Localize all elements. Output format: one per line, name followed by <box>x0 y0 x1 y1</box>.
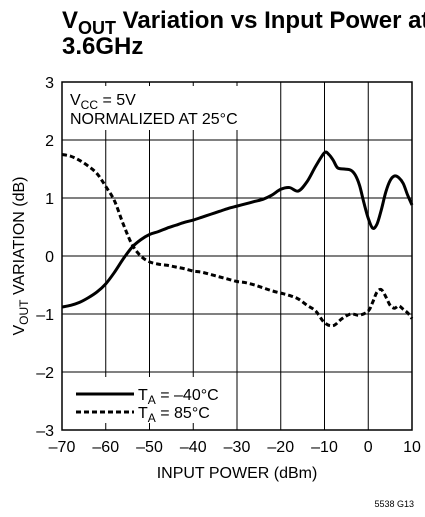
series-layer <box>61 150 414 328</box>
conditions-bg <box>66 86 262 130</box>
chart-title-sub: OUT <box>78 18 116 38</box>
y-axis-label: VOUT VARIATION (dB) <box>11 177 31 336</box>
conditions-normalized: NORMALIZED AT 25°C <box>70 111 238 128</box>
chart-title-rest: Variation vs Input Power at <box>116 7 425 34</box>
y-tick-label: 0 <box>45 249 54 266</box>
x-tick-label: –70 <box>49 439 76 456</box>
y-tick-labels: 3 2 1 0 –1 –2 –3 <box>36 75 54 440</box>
x-tick-label: 0 <box>364 439 373 456</box>
series-line-85c <box>61 153 414 328</box>
x-tick-label: –10 <box>311 439 338 456</box>
figure-id: 5538 G13 <box>374 499 414 509</box>
y-tick-label: –3 <box>36 423 54 440</box>
y-tick-label: –2 <box>36 365 54 382</box>
x-tick-label: –50 <box>136 439 163 456</box>
x-tick-label: –60 <box>92 439 119 456</box>
grid <box>62 82 412 430</box>
y-tick-label: 3 <box>45 75 54 92</box>
y-tick-label: 2 <box>45 133 54 150</box>
legend-label-85: TA = 85°C <box>138 405 210 425</box>
conditions-vcc: VCC = 5V <box>70 92 136 112</box>
y-tick-label: –1 <box>36 307 54 324</box>
x-tick-label: 10 <box>403 439 421 456</box>
legend-bg <box>68 377 228 423</box>
x-tick-label: –30 <box>224 439 251 456</box>
legend: TA = –40°C TA = 85°C <box>68 377 228 425</box>
legend-label-minus40: TA = –40°C <box>138 387 219 407</box>
plot-frame <box>61 81 413 431</box>
chart-title-line2: 3.6GHz <box>62 33 143 60</box>
x-axis-label: INPUT POWER (dBm) <box>157 465 318 482</box>
chart-title-v: V <box>62 7 78 34</box>
x-tick-labels: –70 –60 –50 –40 –30 –20 –10 0 10 <box>49 439 421 456</box>
x-tick-label: –40 <box>180 439 207 456</box>
chart-title-line1: VOUT Variation vs Input Power at <box>62 7 425 38</box>
x-tick-label: –20 <box>267 439 294 456</box>
y-tick-label: 1 <box>45 191 54 208</box>
